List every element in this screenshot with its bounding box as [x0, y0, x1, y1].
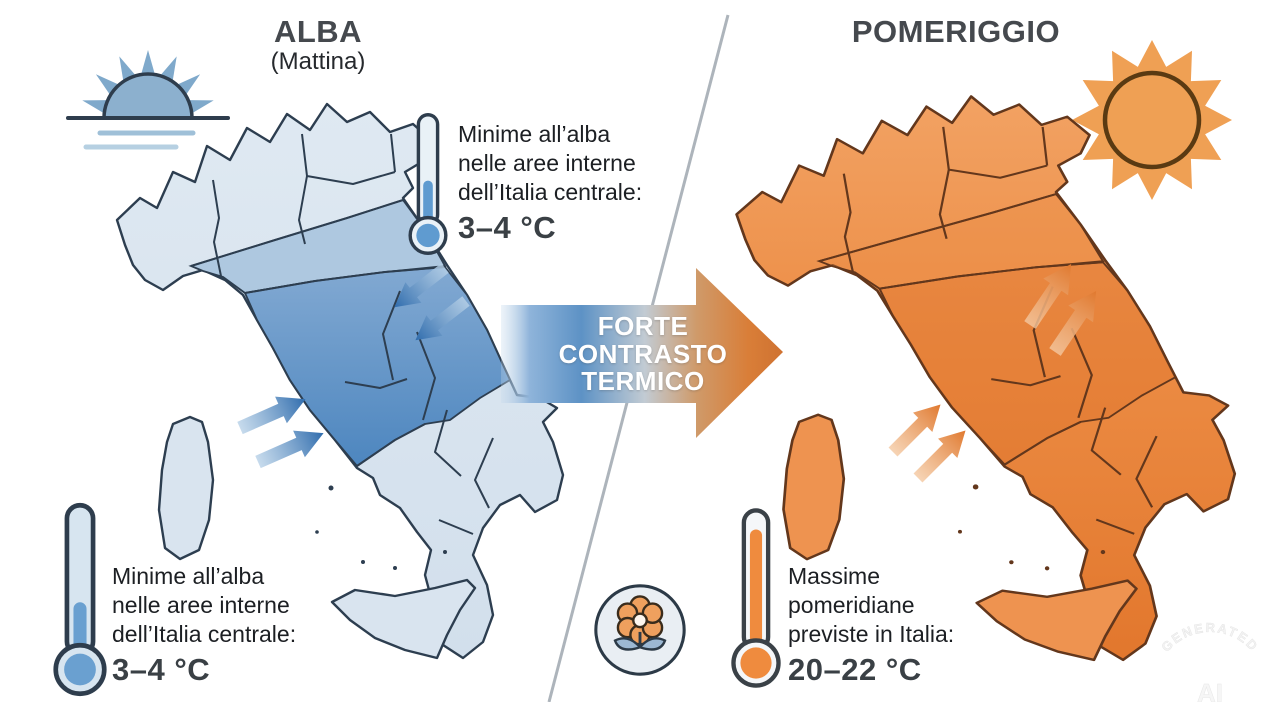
info-line: pomeridiane — [788, 592, 915, 618]
watermark-sub-text: AI — [1197, 678, 1223, 702]
info-line: nelle aree interne — [458, 150, 636, 176]
contrast-arrow-label: FORTE CONTRASTO TERMICO — [558, 311, 728, 396]
info-line: dell’Italia centrale: — [458, 179, 643, 205]
thermometer-cold-icon — [408, 113, 448, 255]
sun-icon — [1072, 40, 1232, 200]
contrast-label-line: TERMICO — [581, 366, 705, 396]
info-line: Minime all’alba — [458, 121, 611, 147]
left-panel-title: ALBA — [273, 14, 363, 49]
morning-info-top: Minime all’alba nelle aree interne dell’… — [458, 120, 688, 246]
info-line: nelle aree interne — [112, 592, 290, 618]
info-line: dell’Italia centrale: — [112, 621, 297, 647]
watermark: GENERATED AI — [1158, 620, 1262, 702]
svg-text:GENERATED: GENERATED — [1158, 620, 1262, 655]
morning-info-bottom: Minime all’alba nelle aree interne dell’… — [112, 562, 342, 688]
afternoon-max-temp: 20–22 °C — [788, 652, 922, 687]
contrast-arrow — [501, 268, 783, 438]
thermometer-cold-icon — [53, 502, 107, 697]
morning-min-temp-bottom: 3–4 °C — [112, 652, 211, 687]
flower-icon — [594, 584, 686, 676]
watermark-arc-text: GENERATED — [1158, 620, 1260, 655]
info-line: Minime all’alba — [112, 563, 265, 589]
thermometer-warm-icon — [731, 508, 781, 688]
contrast-label-line: FORTE — [597, 311, 689, 341]
info-line: previste in Italia: — [788, 621, 955, 647]
afternoon-info: Massime pomeridiane previste in Italia: … — [788, 562, 1018, 688]
left-panel-subtitle: (Mattina) — [270, 48, 366, 75]
right-panel-title: POMERIGGIO — [851, 14, 1061, 49]
info-line: Massime — [788, 563, 881, 589]
morning-min-temp: 3–4 °C — [458, 210, 557, 245]
sunrise-icon — [66, 50, 230, 150]
contrast-label-line: CONTRASTO — [558, 338, 728, 369]
